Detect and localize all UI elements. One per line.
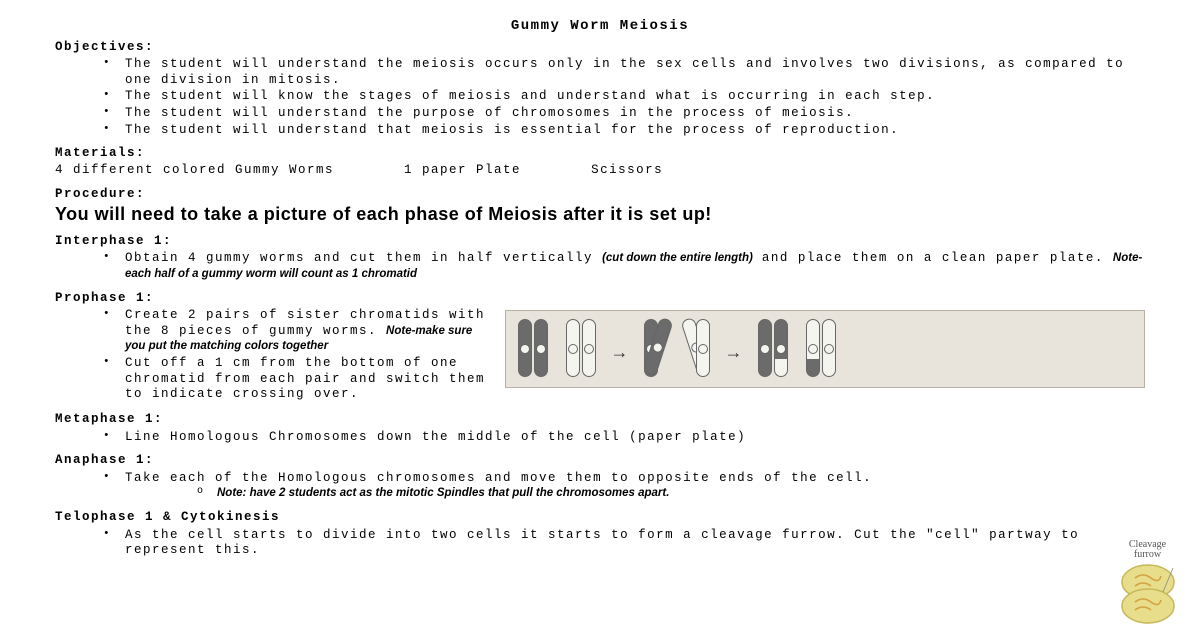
anaphase-list: Take each of the Homologous chromosomes … bbox=[125, 471, 1145, 502]
list-item: The student will understand the purpose … bbox=[125, 106, 1145, 122]
chromatid-icon bbox=[534, 319, 548, 377]
prophase-list: Create 2 pairs of sister chromatids with… bbox=[125, 308, 495, 403]
procedure-heading: Procedure: bbox=[55, 187, 1145, 203]
objectives-list: The student will understand the meiosis … bbox=[125, 57, 1145, 138]
sub-note: Note: have 2 students act as the mitotic… bbox=[217, 486, 1145, 502]
material-item: 1 paper Plate bbox=[404, 163, 521, 179]
step-text: and place them on a clean paper plate. bbox=[753, 251, 1113, 265]
document-title: Gummy Worm Meiosis bbox=[55, 18, 1145, 36]
cleavage-figure: Cleavagefurrow bbox=[1105, 540, 1190, 624]
objectives-heading: Objectives: bbox=[55, 40, 1145, 56]
chromatid-icon bbox=[582, 319, 596, 377]
step-note: (cut down the entire length) bbox=[602, 252, 753, 264]
materials-heading: Materials: bbox=[55, 146, 1145, 162]
chromatid-icon bbox=[774, 319, 788, 377]
chromatid-icon bbox=[566, 319, 580, 377]
crossing-over-diagram: → → bbox=[505, 310, 1145, 388]
main-instruction: You will need to take a picture of each … bbox=[55, 204, 1145, 226]
chromatid-icon bbox=[518, 319, 532, 377]
chromatid-icon bbox=[806, 319, 820, 377]
step-text: Obtain 4 gummy worms and cut them in hal… bbox=[125, 251, 602, 265]
arrow-icon: → bbox=[728, 343, 740, 366]
chromatid-icon bbox=[822, 319, 836, 377]
cell-division-icon bbox=[1113, 562, 1183, 624]
list-item: Line Homologous Chromosomes down the mid… bbox=[125, 430, 1145, 446]
material-item: Scissors bbox=[591, 163, 663, 179]
interphase-heading: Interphase 1: bbox=[55, 234, 1145, 250]
cleavage-label: Cleavagefurrow bbox=[1105, 540, 1190, 560]
list-item: As the cell starts to divide into two ce… bbox=[125, 528, 1085, 559]
list-item: The student will understand that meiosis… bbox=[125, 123, 1145, 139]
telophase-heading: Telophase 1 & Cytokinesis bbox=[55, 510, 1145, 526]
prophase-heading: Prophase 1: bbox=[55, 291, 1145, 307]
list-item: Cut off a 1 cm from the bottom of one ch… bbox=[125, 356, 495, 403]
step-text: Take each of the Homologous chromosomes … bbox=[125, 471, 872, 485]
list-item: Create 2 pairs of sister chromatids with… bbox=[125, 308, 495, 355]
interphase-list: Obtain 4 gummy worms and cut them in hal… bbox=[125, 251, 1145, 282]
material-item: 4 different colored Gummy Worms bbox=[55, 163, 334, 179]
metaphase-heading: Metaphase 1: bbox=[55, 412, 1145, 428]
list-item: The student will know the stages of meio… bbox=[125, 89, 1145, 105]
materials-row: 4 different colored Gummy Worms 1 paper … bbox=[55, 163, 1145, 179]
metaphase-list: Line Homologous Chromosomes down the mid… bbox=[125, 430, 1145, 446]
crossover-group bbox=[644, 319, 714, 377]
step-note: Note: have 2 students act as the mitotic… bbox=[217, 487, 669, 499]
list-item: Take each of the Homologous chromosomes … bbox=[125, 471, 1145, 502]
chromatid-icon bbox=[758, 319, 772, 377]
list-item: Obtain 4 gummy worms and cut them in hal… bbox=[125, 251, 1145, 282]
anaphase-heading: Anaphase 1: bbox=[55, 453, 1145, 469]
telophase-list: As the cell starts to divide into two ce… bbox=[125, 528, 1085, 559]
list-item: The student will understand the meiosis … bbox=[125, 57, 1145, 88]
arrow-icon: → bbox=[614, 343, 626, 366]
